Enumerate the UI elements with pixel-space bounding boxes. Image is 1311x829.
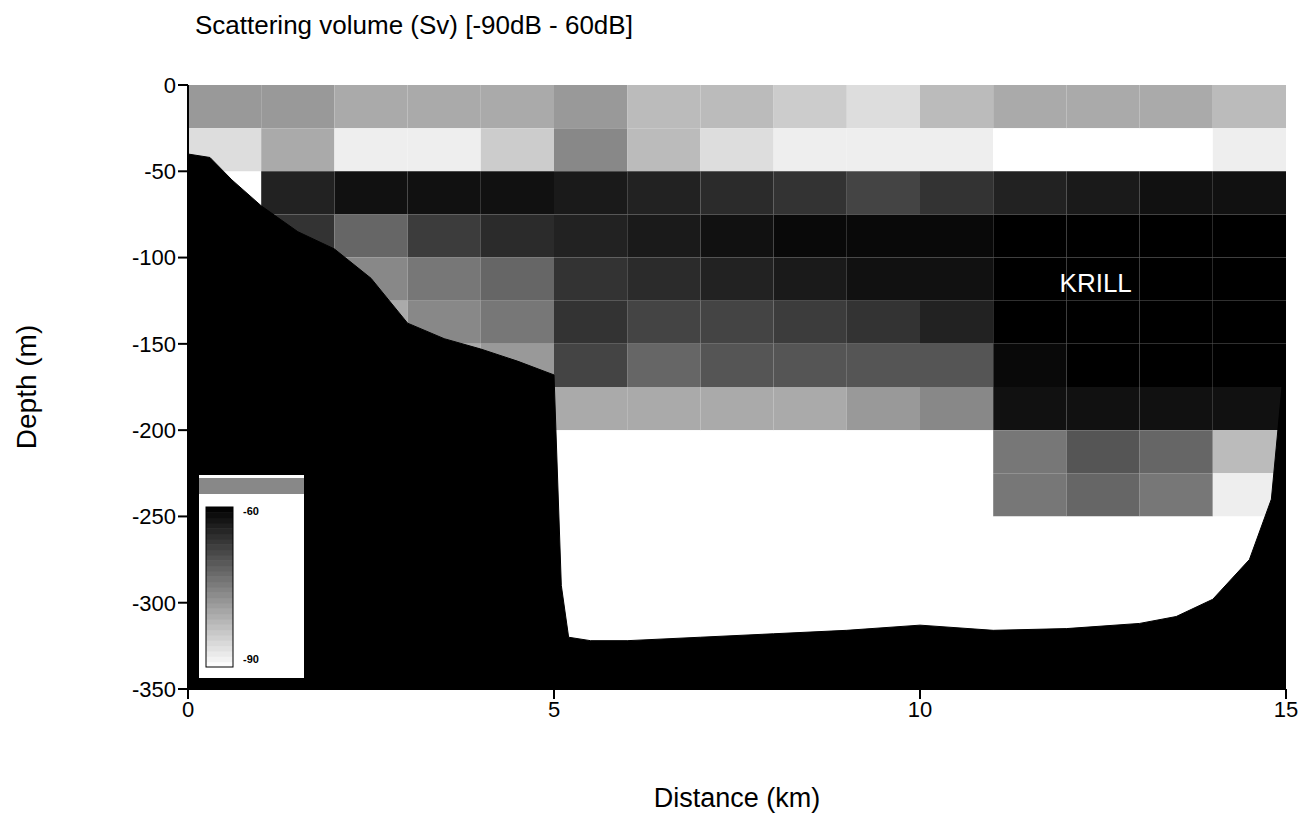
svg-text:Depth (m): Depth (m): [11, 325, 42, 449]
svg-text:-200: -200: [132, 418, 176, 443]
svg-text:-100: -100: [132, 245, 176, 270]
svg-text:15: 15: [1274, 697, 1298, 722]
svg-text:-60: -60: [243, 505, 259, 517]
svg-text:Distance (km): Distance (km): [654, 783, 821, 813]
svg-text:-50: -50: [144, 159, 176, 184]
html-text:KRILL: KRILL: [1059, 268, 1132, 298]
svg-text:-250: -250: [132, 504, 176, 529]
svg-text:0: 0: [164, 73, 176, 98]
svg-text:-300: -300: [132, 591, 176, 616]
svg-text:-150: -150: [132, 332, 176, 357]
svg-text:-90: -90: [243, 653, 259, 665]
svg-text:0: 0: [182, 697, 194, 722]
html-text:Scattering volume (Sv) [-90dB: Scattering volume (Sv) [-90dB - 60dB]: [195, 10, 633, 40]
svg-text:-350: -350: [132, 677, 176, 702]
svg-text:10: 10: [908, 697, 932, 722]
svg-text:5: 5: [548, 697, 560, 722]
